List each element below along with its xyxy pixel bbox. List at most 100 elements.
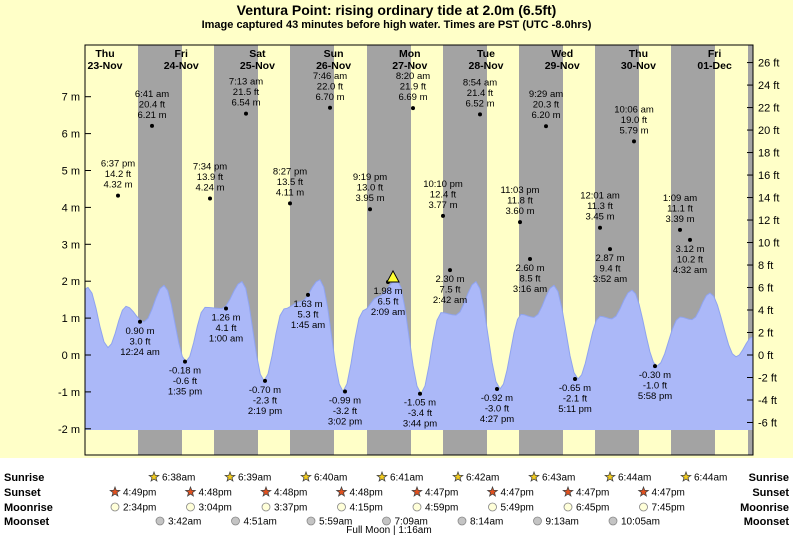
- tide-event-text: 3.39 m: [665, 214, 694, 225]
- sunset-time: 4:48pm: [350, 488, 383, 499]
- y-axis-label-ft: 16 ft: [758, 170, 779, 182]
- tide-event-text: 4.11 m: [276, 187, 304, 198]
- tide-event-text: 13.9 ft: [197, 172, 224, 183]
- moonrise-time: 4:15pm: [350, 503, 383, 514]
- tide-event-text: 20.4 ft: [139, 99, 166, 110]
- day-date: 24-Nov: [164, 60, 199, 72]
- tide-event-text: 1.63 m: [293, 299, 322, 310]
- tide-event-text: -1.05 m: [404, 398, 436, 409]
- y-axis-label-ft: -4 ft: [758, 395, 777, 407]
- y-axis-label-ft: 18 ft: [758, 148, 779, 160]
- tide-event-text: 5.3 ft: [297, 309, 318, 320]
- tide-event-text: 11.8 ft: [507, 196, 533, 207]
- astro-area-background: [0, 458, 793, 539]
- tide-event-dot-icon: [518, 220, 522, 225]
- tide-event-text: 6.54 m: [231, 98, 260, 109]
- tide-event-text: 1:45 am: [291, 320, 325, 331]
- sunset-star-icon: [335, 485, 348, 497]
- tide-event-text: 9:19 pm: [353, 172, 387, 183]
- sunrise-star-icon: [300, 470, 312, 482]
- day-date: 25-Nov: [240, 60, 275, 72]
- tide-event-text: 21.4 ft: [467, 88, 494, 99]
- tide-event-dot-icon: [263, 378, 267, 383]
- sunrise-time: 6:39am: [238, 473, 271, 484]
- tide-event-dot-icon: [653, 364, 657, 369]
- sunrise-star-icon: [224, 470, 236, 482]
- day-name: Thu: [629, 48, 648, 60]
- tide-event-text: 2.60 m: [515, 263, 544, 274]
- tide-event-text: -3.4 ft: [408, 408, 433, 419]
- y-axis-label-m: 2 m: [62, 276, 80, 288]
- tide-event-text: 8.5 ft: [519, 274, 540, 285]
- tide-event-text: 21.9 ft: [400, 82, 427, 93]
- tide-event-dot-icon: [495, 386, 499, 391]
- tide-event-text: 3.0 ft: [129, 336, 150, 347]
- y-axis-left: 7 m 6 m 5 m 4 m 3 m 2 m 1 m 0 m -1 m -2 m: [58, 92, 91, 436]
- astro-row-label-left: Sunset: [4, 487, 41, 499]
- tide-event-text: 12.4 ft: [430, 189, 457, 200]
- y-axis-label-m: -2 m: [58, 424, 80, 436]
- y-axis-label-m: 5 m: [62, 166, 80, 178]
- moonrise-time: 3:04pm: [199, 503, 232, 514]
- astro-row-label-right: Moonrise: [740, 502, 789, 514]
- day-name: Thu: [95, 48, 114, 60]
- sunset-time: 4:48pm: [274, 488, 307, 499]
- y-axis-label-m: 6 m: [62, 129, 80, 141]
- moonrise-time: 4:59pm: [425, 503, 458, 514]
- moonrise-time: 6:45pm: [576, 503, 609, 514]
- tide-event-dot-icon: [328, 105, 332, 110]
- tide-event: -0.92 m-3.0 ft4:27 pm: [480, 386, 514, 425]
- tide-event: 2.60 m8.5 ft3:16 am: [513, 257, 547, 295]
- y-axis-label-m: 7 m: [62, 92, 80, 104]
- tide-event-text: 6.21 m: [137, 110, 166, 121]
- tide-event-text: -0.30 m: [639, 370, 671, 381]
- tide-event-text: -0.70 m: [249, 385, 281, 396]
- tide-event-text: 10:10 pm: [423, 179, 463, 190]
- y-axis-label-m: -1 m: [58, 387, 80, 399]
- tide-event-text: 22.0 ft: [317, 81, 344, 92]
- astro-row-label-left: Moonset: [4, 516, 50, 528]
- tide-event-text: 4.24 m: [195, 183, 224, 194]
- moonset-circle-icon: [533, 516, 542, 526]
- tide-event-text: 2.30 m: [435, 274, 464, 285]
- astro-row-label-left: Sunrise: [4, 472, 44, 484]
- y-axis-label-ft: -2 ft: [758, 372, 777, 384]
- day-name: Fri: [174, 48, 188, 60]
- day-name: Tue: [477, 48, 495, 60]
- y-axis-label-ft: 22 ft: [758, 103, 779, 115]
- astro-row-label-right: Moonset: [744, 516, 790, 528]
- tide-event-text: 4:27 pm: [480, 414, 514, 425]
- moonrise-time: 3:37pm: [274, 503, 307, 514]
- moonset-circle-icon: [608, 516, 618, 526]
- tide-event-text: 2:42 am: [433, 295, 467, 306]
- sunset-star-icon: [184, 485, 197, 497]
- moonset-time: 9:13am: [546, 517, 579, 528]
- day-name: Wed: [551, 48, 573, 60]
- moonset-circle-icon: [457, 516, 467, 526]
- tide-event-text: 6.20 m: [531, 110, 560, 121]
- tide-event-dot-icon: [150, 123, 154, 128]
- sunset-star-icon: [637, 485, 650, 497]
- tide-event-text: 6.52 m: [465, 98, 494, 109]
- tide-curve-area: [85, 279, 753, 430]
- moonset-circle-icon: [306, 516, 316, 526]
- tide-event-text: 9:29 am: [529, 89, 563, 100]
- tide-event-text: 8:20 am: [396, 71, 430, 82]
- moonset-time: 10:05am: [621, 517, 660, 528]
- y-axis-label-m: 1 m: [62, 313, 80, 325]
- tide-event-text: 6.69 m: [398, 92, 427, 103]
- tide-event: -0.65 m-2.1 ft5:11 pm: [558, 376, 592, 415]
- tide-event-text: 5.79 m: [619, 125, 648, 136]
